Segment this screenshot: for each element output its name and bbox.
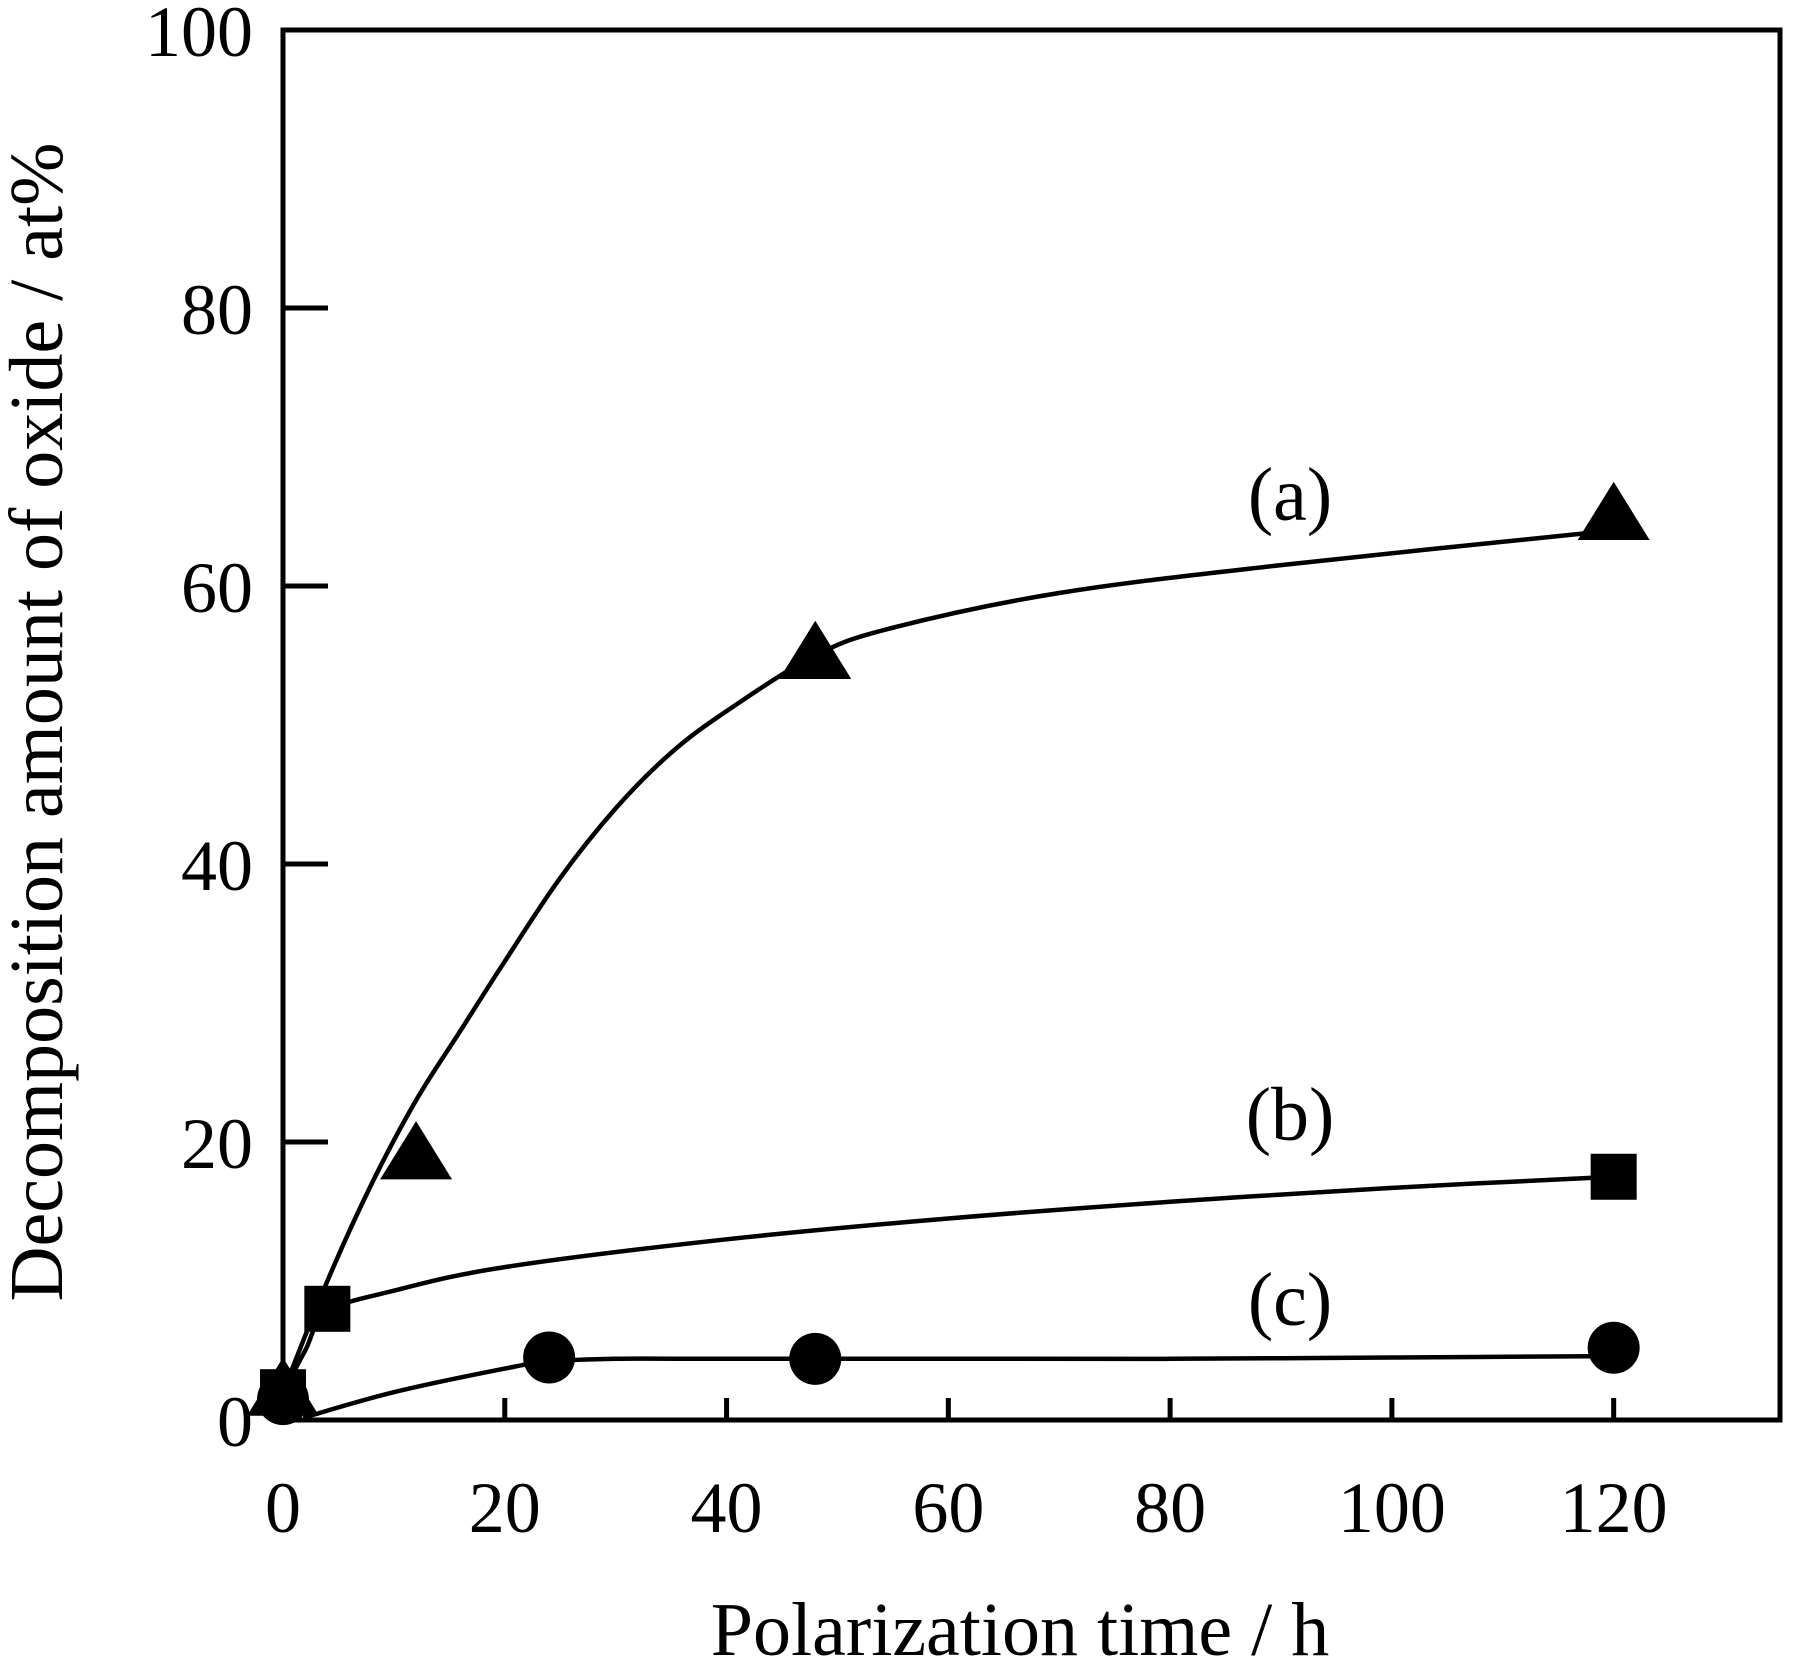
y-tick-label-4: 80 — [181, 270, 253, 350]
y-tick-label-1: 20 — [181, 1104, 253, 1184]
x-tick-label-5: 100 — [1338, 1468, 1446, 1548]
fit-curves — [280, 528, 1616, 1420]
marker-square-1-2 — [1590, 1153, 1637, 1200]
marker-circle-2-2 — [789, 1332, 842, 1385]
marker-triangle-0-1 — [380, 1121, 453, 1180]
series-label-2: (c) — [1248, 1258, 1332, 1342]
marker-circle-2-3 — [1587, 1321, 1640, 1374]
marker-square-1-1 — [304, 1285, 351, 1332]
x-axis-title: Polarization time / h — [711, 1588, 1329, 1672]
x-tick-label-3: 60 — [912, 1468, 984, 1548]
series-labels: (a) (b) (c) — [1246, 453, 1335, 1342]
x-tick-label-4: 80 — [1134, 1468, 1206, 1548]
marker-circle-2-0 — [257, 1373, 309, 1426]
tick-labels: 0 20 40 60 80 100 120 0 20 40 60 80 100 — [145, 0, 1668, 1548]
series-label-0: (a) — [1248, 453, 1332, 537]
x-tick-label-6: 120 — [1560, 1468, 1668, 1548]
y-axis-title: Decomposition amount of oxide / at% — [0, 143, 79, 1302]
fit-curve-2 — [302, 1353, 1616, 1420]
y-tick-label-0: 0 — [217, 1382, 253, 1462]
marker-triangle-0-2 — [779, 620, 852, 680]
x-tick-label-1: 20 — [469, 1468, 541, 1548]
plot-frame — [280, 27, 1783, 1423]
y-tick-label-5: 100 — [145, 0, 253, 72]
axis-ticks — [283, 305, 1617, 1420]
marker-circle-2-1 — [523, 1331, 576, 1384]
x-tick-label-2: 40 — [691, 1468, 763, 1548]
data-markers — [247, 481, 1650, 1426]
y-tick-label-3: 60 — [181, 548, 253, 628]
marker-triangle-0-3 — [1577, 481, 1650, 541]
x-tick-label-0: 0 — [265, 1468, 301, 1548]
fit-curve-0 — [280, 528, 1616, 1395]
series-label-1: (b) — [1246, 1073, 1335, 1157]
y-tick-label-2: 40 — [181, 826, 253, 906]
